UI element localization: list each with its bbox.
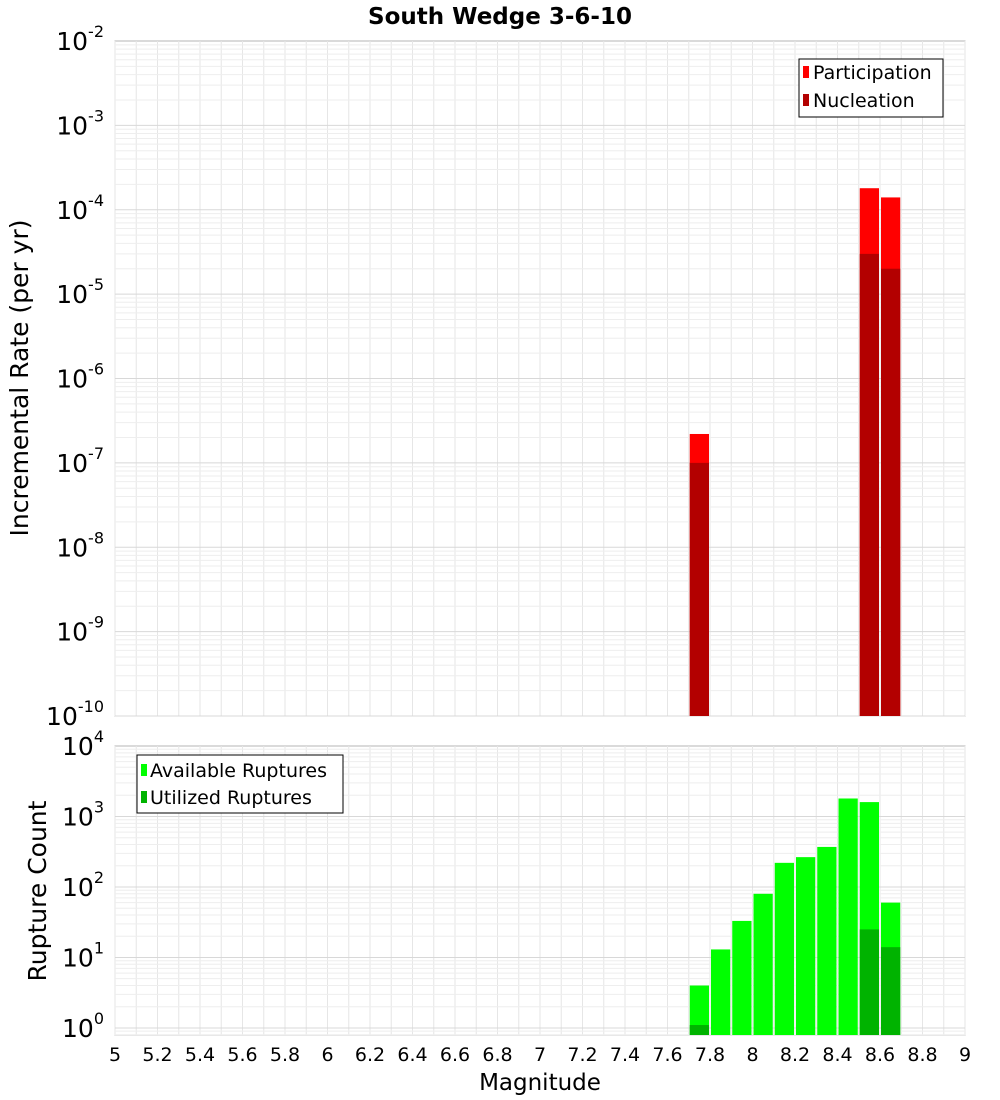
x-tick-label: 5.8: [270, 1044, 300, 1066]
y-tick-label: 102: [62, 868, 104, 902]
top-legend: Participation Nucleation: [798, 58, 944, 118]
y-tick-label: 10-5: [56, 275, 104, 309]
y-tick-label: 10-4: [56, 191, 104, 225]
bottom-y-axis-label: Rupture Count: [23, 800, 52, 981]
legend-swatch-utilized: [141, 791, 147, 803]
x-tick-label: 8.4: [822, 1044, 852, 1066]
x-tick-label: 6.8: [482, 1044, 512, 1066]
top-legend-box: [798, 58, 944, 118]
bar-nucleation: [881, 268, 901, 716]
bar-utilized-ruptures: [689, 1025, 709, 1035]
x-tick-label: 7.6: [652, 1044, 682, 1066]
legend-swatch-nucleation: [803, 94, 809, 106]
bar-nucleation: [859, 253, 879, 716]
x-tick-label: 6.4: [397, 1044, 427, 1066]
x-tick-label: 8: [746, 1044, 758, 1066]
top-y-axis-label: Incremental Rate (per yr): [5, 220, 34, 537]
y-tick-label: 100: [62, 1009, 104, 1043]
top-y-tick-labels: 10-10 10-9 10-8 10-7 10-6 10-5 10-4 10-3 10-2: [46, 22, 104, 731]
bottom-legend-box: [136, 754, 344, 814]
bar-available-ruptures: [732, 920, 752, 1035]
top-bars: [689, 188, 901, 717]
y-tick-label: 10-10: [46, 697, 104, 731]
legend-label-nucleation: Nucleation: [813, 90, 915, 112]
x-tick-label: 5: [109, 1044, 121, 1066]
legend-label-available: Available Ruptures: [150, 760, 327, 782]
x-tick-labels: 5 5.2 5.4 5.6 5.8 6 6.2 6.4 6.6 6.8 7 7.2 7.4 7.6 7.8 8…: [109, 1044, 971, 1066]
bar-available-ruptures: [711, 949, 731, 1035]
x-tick-label: 5.4: [185, 1044, 215, 1066]
chart-title: South Wedge 3-6-10: [368, 4, 632, 30]
bottom-y-tick-labels: 100 101 102 103 104: [62, 727, 104, 1043]
x-tick-label: 7.8: [695, 1044, 725, 1066]
top-gridlines: [114, 41, 966, 717]
y-tick-label: 10-7: [56, 444, 104, 478]
legend-label-participation: Participation: [813, 62, 932, 84]
x-tick-label: 8.6: [865, 1044, 895, 1066]
bar-available-ruptures: [689, 985, 709, 1035]
legend-label-utilized: Utilized Ruptures: [150, 787, 312, 809]
x-tick-label: 6: [321, 1044, 333, 1066]
y-tick-label: 10-8: [56, 528, 104, 562]
y-tick-label: 10-3: [56, 106, 104, 140]
bar-available-ruptures: [817, 846, 837, 1035]
x-tick-label: 6.2: [355, 1044, 385, 1066]
bottom-panel: 100 101 102 103 104 5 5.2 5.4 5.6 5.8 6 6.2 6.4 6.6 6…: [23, 727, 971, 1096]
y-tick-label: 104: [62, 727, 104, 761]
x-tick-label: 8.8: [907, 1044, 937, 1066]
x-tick-label: 7.4: [610, 1044, 640, 1066]
y-tick-label: 10-9: [56, 613, 104, 647]
bar-available-ruptures: [796, 857, 816, 1035]
y-tick-label: 103: [62, 797, 104, 831]
x-tick-label: 9: [959, 1044, 971, 1066]
bar-utilized-ruptures: [859, 929, 879, 1035]
bar-utilized-ruptures: [881, 947, 901, 1035]
x-tick-label: 5.2: [142, 1044, 172, 1066]
bottom-bars: [689, 798, 901, 1035]
bottom-legend: Available Ruptures Utilized Ruptures: [136, 754, 344, 814]
legend-swatch-participation: [803, 66, 809, 78]
top-panel: 10-10 10-9 10-8 10-7 10-6 10-5 10-4 10-3 10-2 In…: [5, 22, 966, 731]
legend-swatch-available: [141, 764, 147, 776]
y-tick-label: 10-2: [56, 22, 104, 56]
y-tick-label: 10-6: [56, 360, 104, 394]
bar-available-ruptures: [753, 893, 773, 1035]
bar-available-ruptures: [774, 862, 794, 1035]
x-tick-label: 7: [534, 1044, 546, 1066]
bar-available-ruptures: [838, 798, 858, 1035]
x-tick-label: 7.2: [567, 1044, 597, 1066]
x-axis-label: Magnitude: [479, 1070, 601, 1096]
x-tick-label: 5.6: [227, 1044, 257, 1066]
x-tick-label: 6.6: [440, 1044, 470, 1066]
bar-nucleation: [689, 462, 709, 716]
x-tick-label: 8.2: [780, 1044, 810, 1066]
y-tick-label: 101: [62, 938, 104, 972]
